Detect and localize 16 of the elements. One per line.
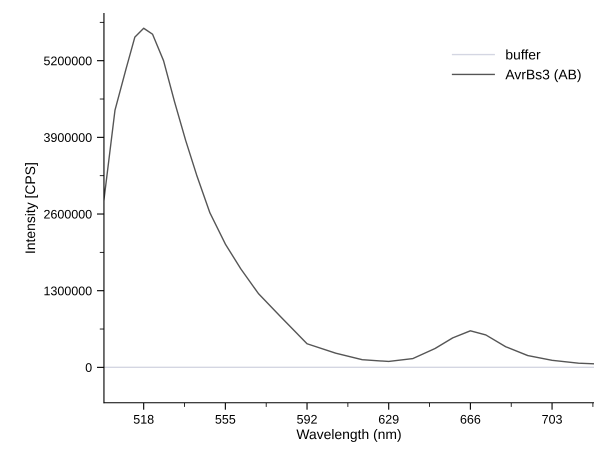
y-tick-label: 5200000 — [44, 56, 92, 66]
legend-label: AvrBs3 (AB) — [505, 69, 581, 82]
y-tick-label: 1300000 — [44, 286, 92, 296]
y-tick-label: 3900000 — [44, 133, 92, 142]
y-tick-label: 0 — [86, 363, 92, 372]
line-series — [104, 28, 594, 365]
x-tick-label: 629 — [378, 414, 399, 424]
legend-label: buffer — [506, 49, 540, 60]
x-tick-label: 592 — [297, 414, 317, 424]
x-tick-label: 518 — [134, 414, 154, 424]
x-tick-label: 555 — [215, 415, 236, 424]
y-tick-label: 2600000 — [44, 210, 92, 219]
x-tick-label: 666 — [460, 414, 480, 424]
x-axis-title: Wavelength (nm) — [296, 428, 401, 442]
y-axis-title: Intensity [CPS] — [24, 163, 38, 253]
x-tick-label: 703 — [542, 414, 562, 424]
